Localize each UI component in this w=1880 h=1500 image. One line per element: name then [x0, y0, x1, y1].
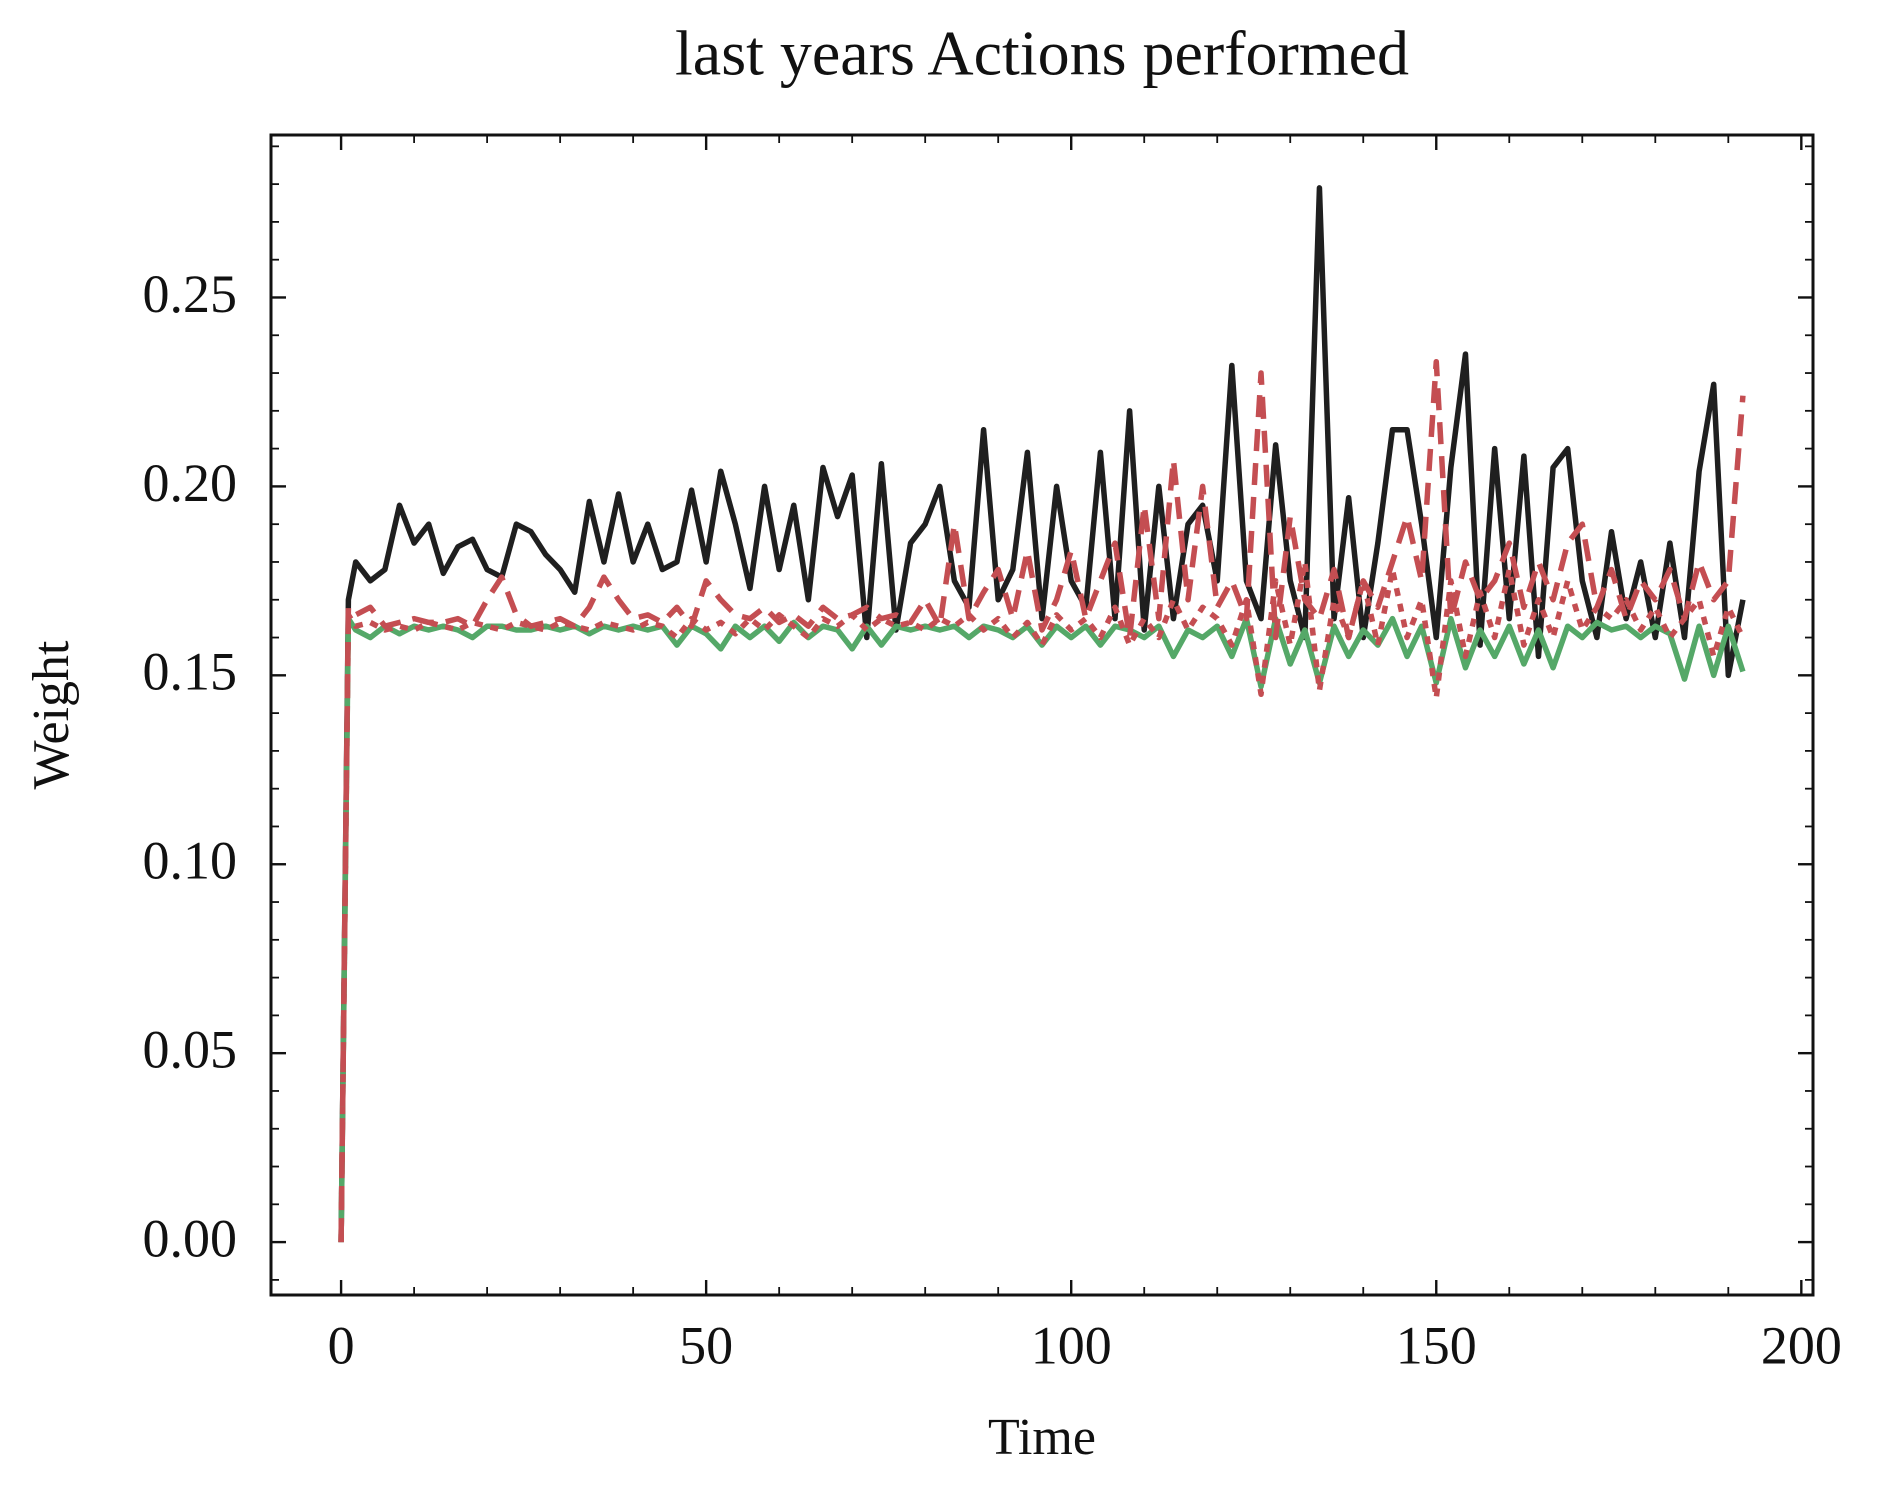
x-tick-label: 100 — [1031, 1315, 1112, 1375]
y-tick-label: 0.00 — [143, 1208, 238, 1268]
x-tick-label: 150 — [1396, 1315, 1477, 1375]
y-axis-label: Weight — [23, 640, 80, 789]
y-tick-label: 0.05 — [143, 1020, 238, 1080]
series-line — [338, 358, 1746, 1243]
y-tick-label: 0.15 — [143, 642, 238, 702]
x-tick-label: 0 — [328, 1315, 355, 1375]
x-axis-label: Time — [988, 1409, 1096, 1466]
plot-frame — [269, 133, 1815, 1297]
plot-lines — [338, 185, 1746, 1243]
chart-title: last years Actions performed — [675, 18, 1409, 89]
x-tick-label: 200 — [1761, 1315, 1842, 1375]
x-tick-label: 50 — [679, 1315, 733, 1375]
y-tick-label: 0.25 — [143, 264, 238, 324]
series-line — [338, 559, 1746, 1243]
y-tick-label: 0.10 — [143, 831, 238, 891]
y-tick-label: 0.20 — [143, 453, 238, 513]
